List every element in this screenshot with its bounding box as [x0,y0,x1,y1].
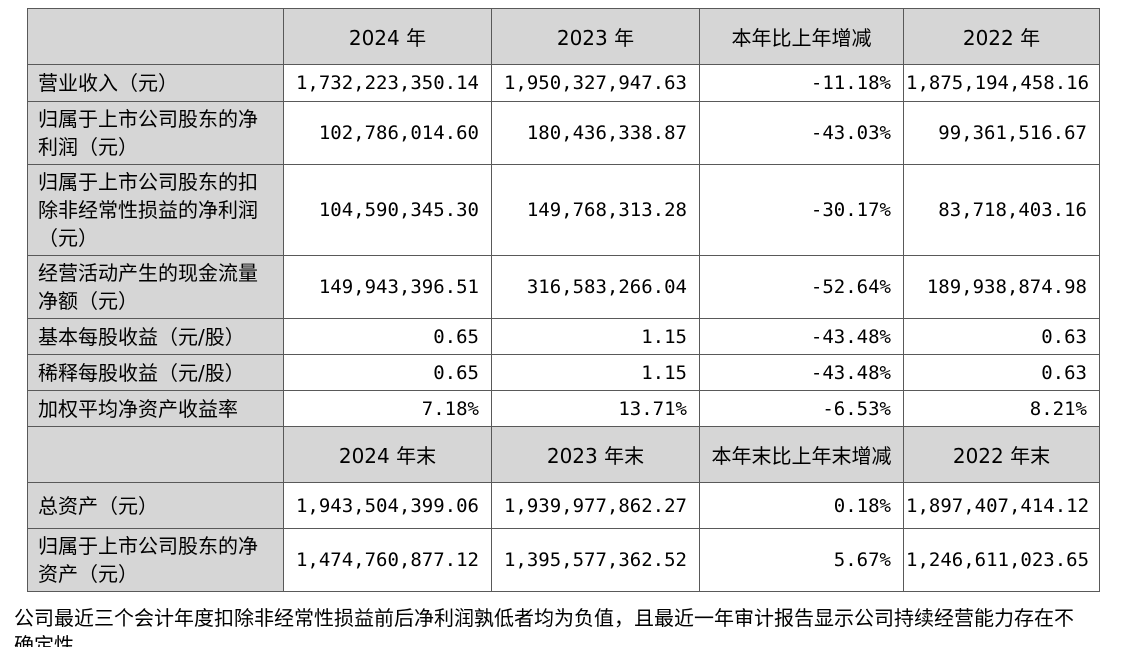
year-2023-header: 2023 年 [491,8,700,65]
year-2022-header: 2022 年 [903,8,1100,65]
value-2024: 1,732,223,350.14 [283,64,492,102]
value-yoy-change: -43.48% [699,318,904,355]
row-label: 归属于上市公司股东的扣除非经常性损益的净利润（元） [27,164,284,256]
table-row-revenue: 营业收入（元） 1,732,223,350.14 1,950,327,947.6… [27,64,1100,102]
value-2024: 149,943,396.51 [283,255,492,319]
value-2023: 1,939,977,862.27 [491,482,700,529]
value-2022: 99,361,516.67 [903,101,1100,165]
page: 2024 年 2023 年 本年比上年增减 2022 年 营业收入（元） 1,7… [27,8,1100,592]
corner-cell [27,8,284,65]
table-row-total-assets: 总资产（元） 1,943,504,399.06 1,939,977,862.27… [27,482,1100,529]
value-2023: 316,583,266.04 [491,255,700,319]
value-2024: 0.65 [283,354,492,391]
value-2023: 1,950,327,947.63 [491,64,700,102]
row-label: 总资产（元） [27,482,284,529]
row-label: 加权平均净资产收益率 [27,390,284,427]
value-yoy-change: 5.67% [699,528,904,592]
row-label: 归属于上市公司股东的净利润（元） [27,101,284,165]
value-2022: 0.63 [903,318,1100,355]
end-2023-header: 2023 年末 [491,426,700,483]
value-2023: 1,395,577,362.52 [491,528,700,592]
value-2023: 149,768,313.28 [491,164,700,256]
row-label: 稀释每股收益（元/股） [27,354,284,391]
end-2022-header: 2022 年末 [903,426,1100,483]
value-2023: 1.15 [491,318,700,355]
table-row-net-profit-ex-nonrecurring: 归属于上市公司股东的扣除非经常性损益的净利润（元） 104,590,345.30… [27,164,1100,256]
value-2024: 104,590,345.30 [283,164,492,256]
value-yoy-change: -43.48% [699,354,904,391]
yoy-change-header: 本年比上年增减 [699,8,904,65]
value-2024: 1,943,504,399.06 [283,482,492,529]
table-row-diluted-eps: 稀释每股收益（元/股） 0.65 1.15 -43.48% 0.63 [27,354,1100,391]
row-label: 经营活动产生的现金流量净额（元） [27,255,284,319]
row-label: 基本每股收益（元/股） [27,318,284,355]
value-yoy-change: 0.18% [699,482,904,529]
value-2024: 7.18% [283,390,492,427]
value-2022: 83,718,403.16 [903,164,1100,256]
table-row-basic-eps: 基本每股收益（元/股） 0.65 1.15 -43.48% 0.63 [27,318,1100,355]
annual-header-row: 2024 年 2023 年 本年比上年增减 2022 年 [27,8,1100,65]
value-2024: 0.65 [283,318,492,355]
value-2022: 8.21% [903,390,1100,427]
value-yoy-change: -11.18% [699,64,904,102]
end-2024-header: 2024 年末 [283,426,492,483]
end-yoy-change-header: 本年末比上年末增减 [699,426,904,483]
value-2022: 1,875,194,458.16 [903,64,1100,102]
value-2022: 0.63 [903,354,1100,391]
value-yoy-change: -6.53% [699,390,904,427]
row-label: 营业收入（元） [27,64,284,102]
value-yoy-change: -43.03% [699,101,904,165]
value-2022: 189,938,874.98 [903,255,1100,319]
value-2024: 1,474,760,877.12 [283,528,492,592]
value-2023: 1.15 [491,354,700,391]
key-financials-table: 2024 年 2023 年 本年比上年增减 2022 年 营业收入（元） 1,7… [27,8,1100,592]
value-yoy-change: -30.17% [699,164,904,256]
table-row-net-profit: 归属于上市公司股东的净利润（元） 102,786,014.60 180,436,… [27,101,1100,165]
row-label: 归属于上市公司股东的净资产（元） [27,528,284,592]
table-row-weighted-avg-roe: 加权平均净资产收益率 7.18% 13.71% -6.53% 8.21% [27,390,1100,427]
value-2022: 1,897,407,414.12 [903,482,1100,529]
table-row-net-assets: 归属于上市公司股东的净资产（元） 1,474,760,877.12 1,395,… [27,528,1100,592]
table-row-operating-cash-flow: 经营活动产生的现金流量净额（元） 149,943,396.51 316,583,… [27,255,1100,319]
value-2024: 102,786,014.60 [283,101,492,165]
corner-cell [27,426,284,483]
value-yoy-change: -52.64% [699,255,904,319]
going-concern-footnote: 公司最近三个会计年度扣除非经常性损益前后净利润孰低者均为负值，且最近一年审计报告… [14,606,1074,647]
year-end-header-row: 2024 年末 2023 年末 本年末比上年末增减 2022 年末 [27,426,1100,483]
year-2024-header: 2024 年 [283,8,492,65]
value-2023: 13.71% [491,390,700,427]
value-2022: 1,246,611,023.65 [903,528,1100,592]
value-2023: 180,436,338.87 [491,101,700,165]
